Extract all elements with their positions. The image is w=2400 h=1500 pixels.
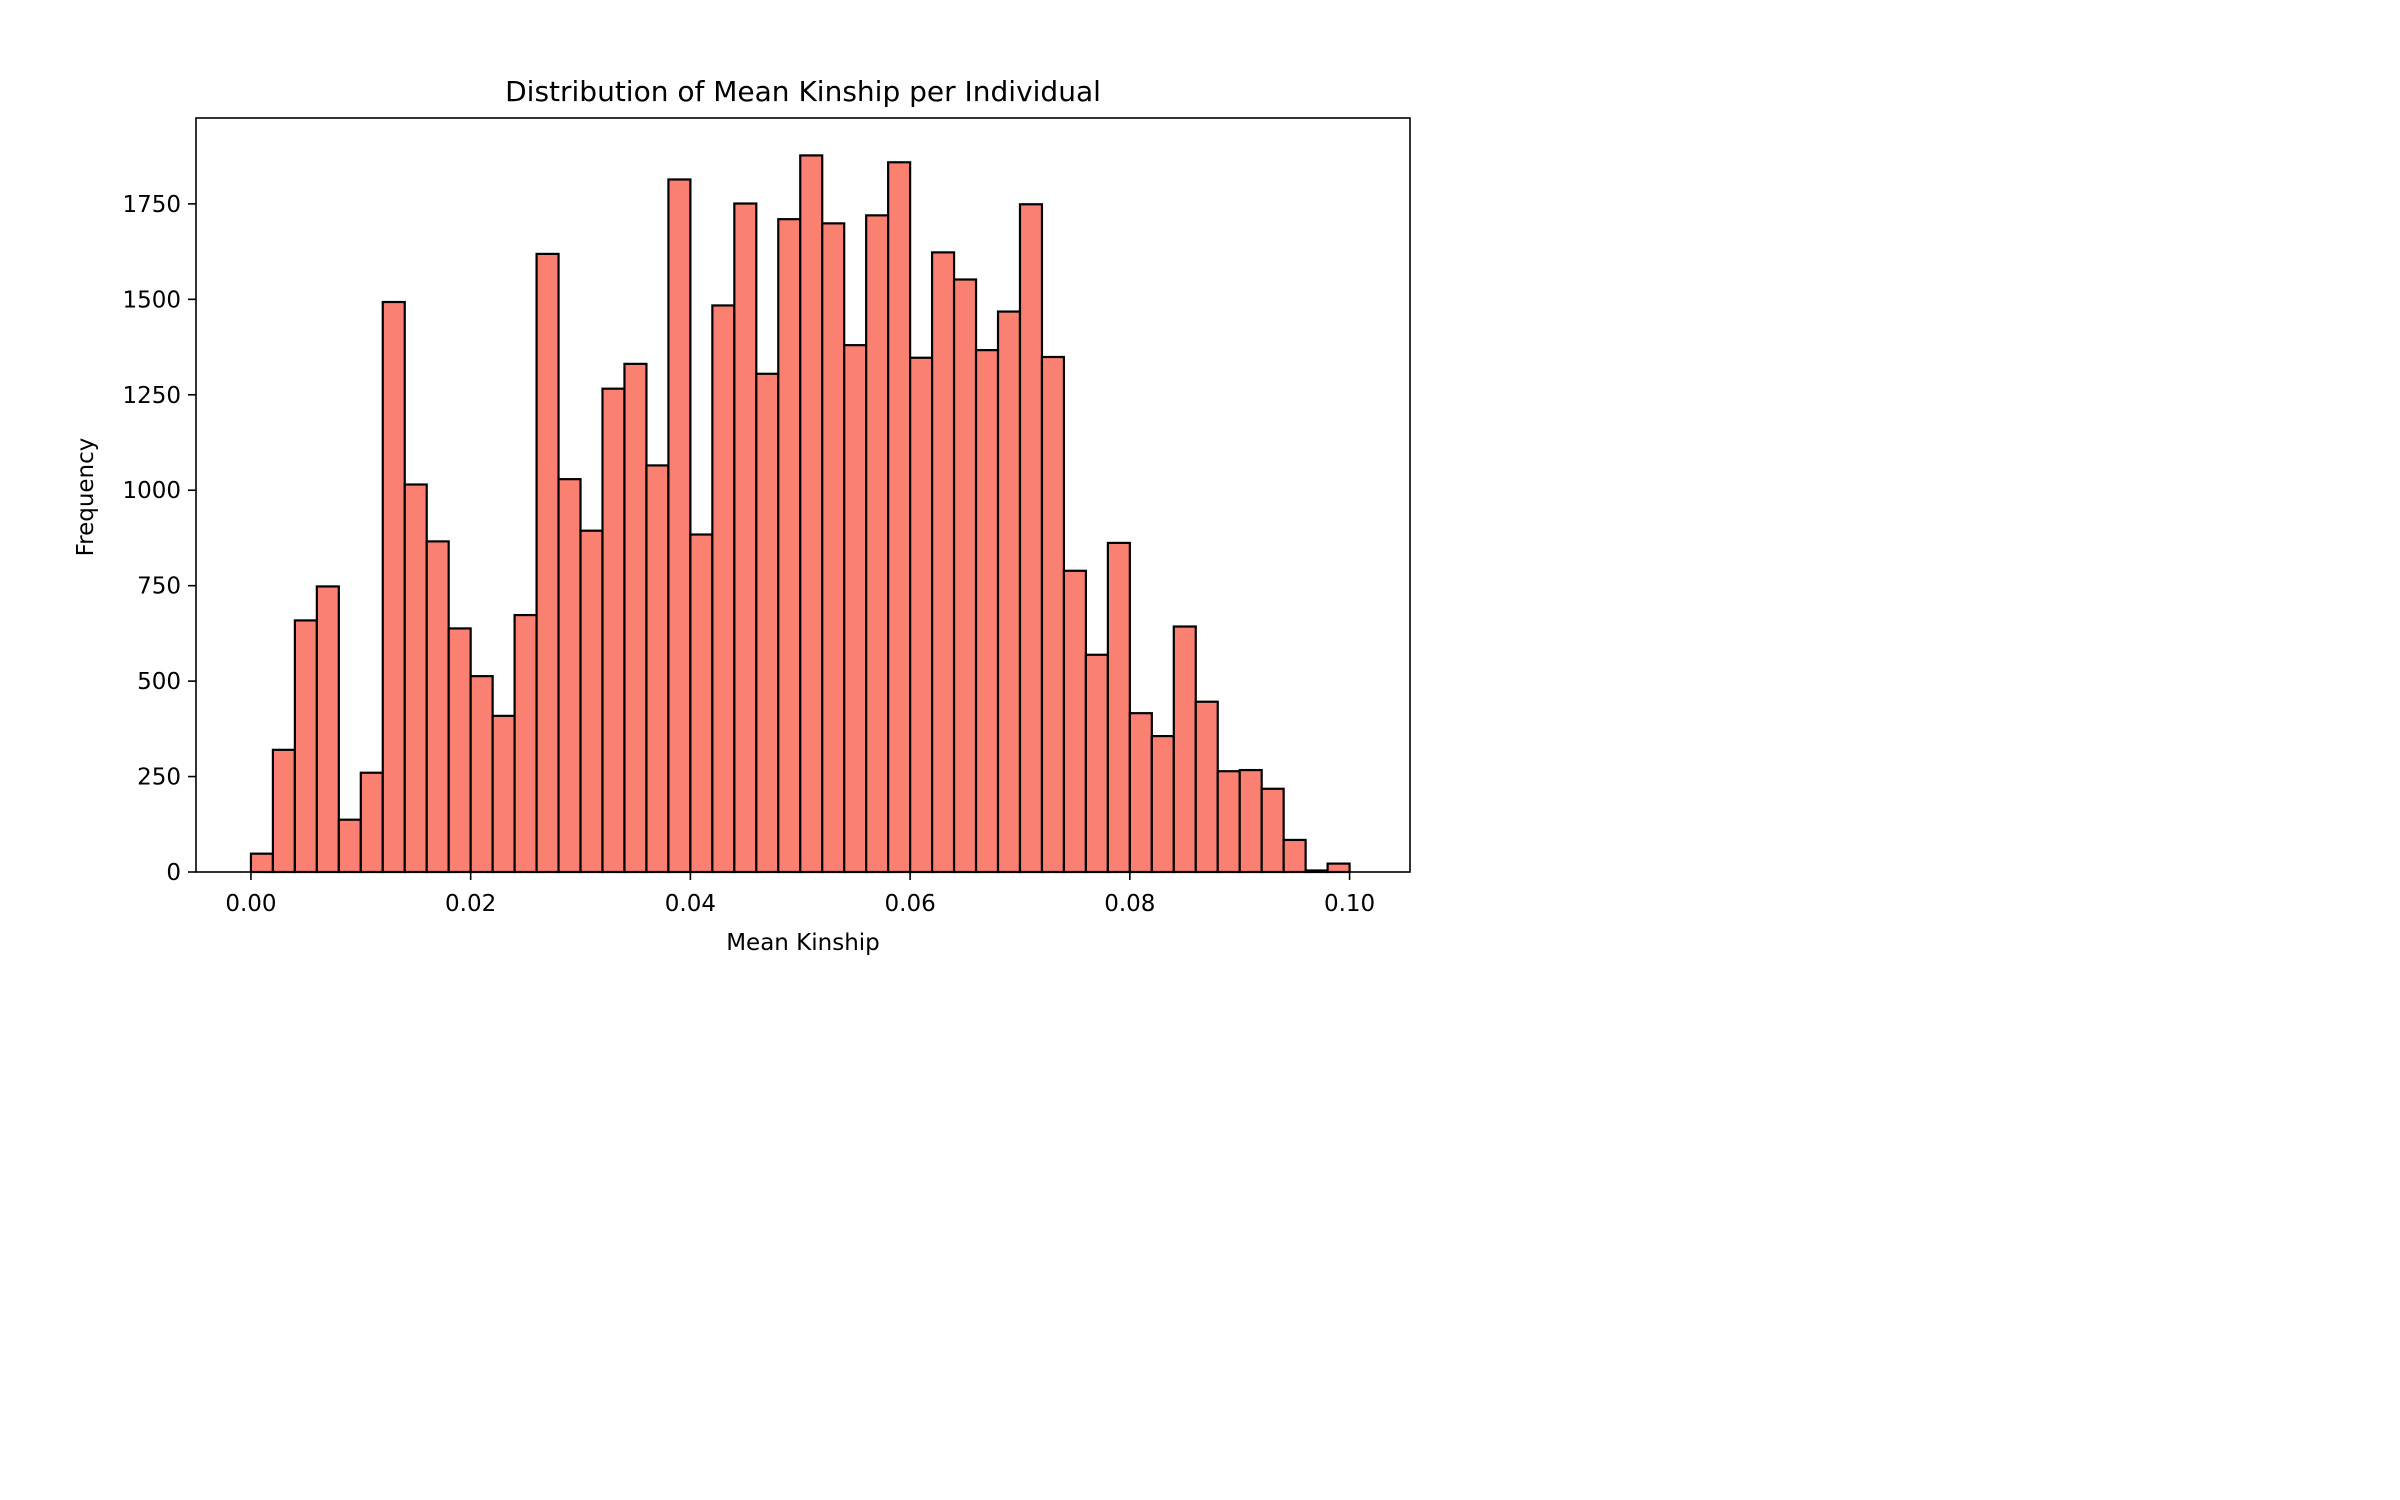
- x-tick-label: 0.04: [665, 891, 716, 917]
- histogram-bar: [1282, 838, 1307, 874]
- x-tick-label: 0.02: [445, 891, 496, 917]
- histogram-bar: [887, 161, 912, 874]
- histogram-bar: [952, 278, 978, 874]
- y-axis: 0 250 500 750 1000 1250 1500 1750: [122, 192, 196, 886]
- histogram-bar: [733, 202, 758, 874]
- histogram-bar: [974, 349, 1000, 874]
- histogram-bar: [1238, 768, 1263, 874]
- y-axis-title: Frequency: [73, 438, 99, 557]
- y-tick-label: 1000: [122, 478, 181, 504]
- y-tick-label: 250: [137, 765, 181, 791]
- histogram-bar: [821, 222, 846, 874]
- y-tick-label: 0: [166, 860, 181, 886]
- histogram-bar: [909, 356, 934, 874]
- histogram-bar: [1062, 569, 1088, 874]
- chart-canvas: Distribution of Mean Kinship per Individ…: [73, 75, 1411, 956]
- histogram-bar: [1040, 355, 1066, 874]
- histogram-bar: [1084, 653, 1109, 874]
- x-tick-label: 0.08: [1104, 891, 1155, 917]
- chart-title: Distribution of Mean Kinship per Individ…: [505, 75, 1101, 108]
- histogram-bar: [667, 178, 692, 874]
- histogram-bar: [1150, 734, 1175, 874]
- y-tick-label: 750: [137, 574, 181, 600]
- histogram-bar: [557, 478, 582, 874]
- histogram-bar: [425, 540, 450, 874]
- histogram-bar: [1106, 541, 1131, 874]
- y-tick-label: 1750: [122, 192, 181, 218]
- histogram-bar: [865, 214, 890, 874]
- histogram-bar: [315, 585, 340, 874]
- x-axis: 0.00 0.02 0.04 0.06 0.08 0.10: [225, 872, 1375, 917]
- histogram-bars: [249, 154, 1351, 874]
- histogram-bar: [996, 310, 1022, 874]
- histogram-bar: [1194, 700, 1219, 874]
- histogram-bar: [689, 533, 714, 874]
- histogram-bar: [755, 372, 780, 874]
- histogram-bar: [601, 387, 626, 874]
- x-tick-label: 0.10: [1324, 891, 1375, 917]
- plot-frame: [195, 117, 1411, 873]
- histogram-bar: [930, 251, 956, 874]
- histogram-bar: [337, 818, 362, 874]
- histogram-bar: [843, 344, 868, 874]
- y-tick-label: 1250: [122, 383, 181, 409]
- y-tick-label: 1500: [122, 287, 181, 313]
- histogram-bar: [645, 464, 670, 874]
- x-axis-title: Mean Kinship: [726, 930, 880, 956]
- x-tick-label: 0.00: [225, 891, 276, 917]
- histogram-bar: [1260, 787, 1285, 874]
- histogram-bar: [1128, 712, 1153, 874]
- histogram-bar: [1216, 770, 1241, 874]
- histogram-bar: [293, 619, 318, 874]
- histogram-bar: [1018, 203, 1044, 874]
- histogram-bar: [579, 529, 604, 874]
- histogram-bar: [469, 675, 494, 874]
- histogram-bar: [711, 304, 736, 874]
- histogram-bar: [447, 627, 472, 874]
- histogram-bar: [623, 362, 648, 874]
- histogram-bar: [777, 218, 802, 874]
- histogram-bar: [1326, 862, 1351, 874]
- histogram-chart: Distribution of Mean Kinship per Individ…: [0, 0, 1545, 966]
- histogram-bar: [359, 771, 384, 874]
- histogram-bar: [381, 300, 406, 874]
- histogram-bar: [513, 613, 538, 874]
- histogram-bar: [249, 852, 275, 874]
- histogram-bar: [491, 714, 516, 874]
- y-tick-label: 500: [137, 669, 181, 695]
- histogram-bar: [1172, 625, 1197, 874]
- histogram-bar: [535, 252, 560, 874]
- histogram-bar: [403, 483, 428, 874]
- histogram-bar: [271, 748, 296, 874]
- x-tick-label: 0.06: [885, 891, 936, 917]
- histogram-bar: [799, 154, 824, 874]
